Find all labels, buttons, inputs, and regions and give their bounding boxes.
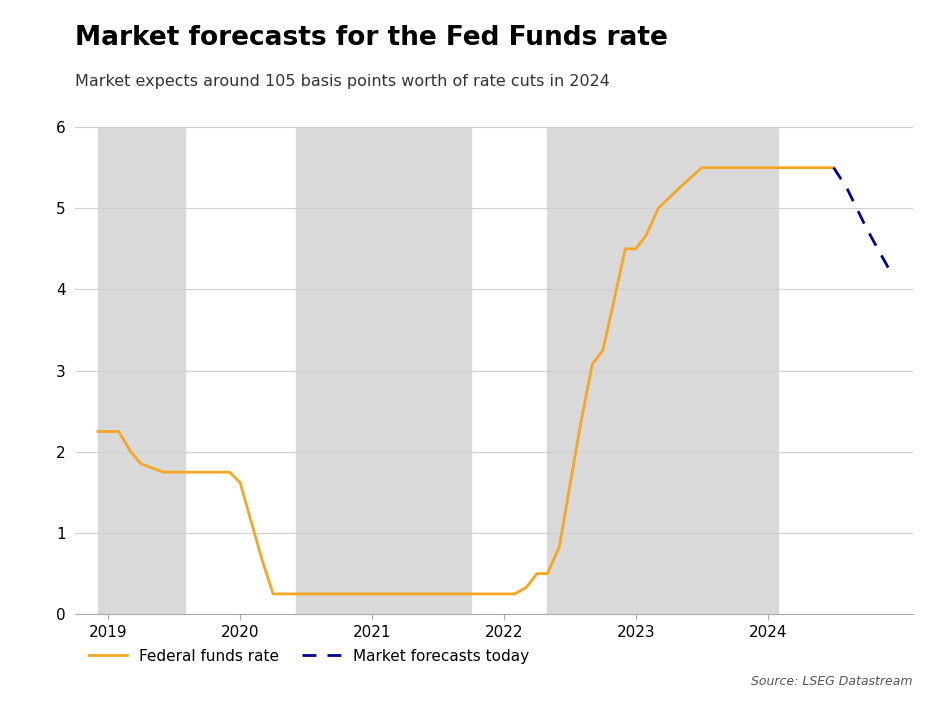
- Bar: [295, 127, 470, 614]
- Text: Market expects around 105 basis points worth of rate cuts in 2024: Market expects around 105 basis points w…: [75, 74, 610, 89]
- Text: Source: LSEG Datastream: Source: LSEG Datastream: [751, 676, 913, 688]
- Text: Market forecasts for the Fed Funds rate: Market forecasts for the Fed Funds rate: [75, 25, 668, 51]
- Legend: Federal funds rate, Market forecasts today: Federal funds rate, Market forecasts tod…: [83, 642, 535, 670]
- Bar: [98, 127, 184, 614]
- Bar: [548, 127, 778, 614]
